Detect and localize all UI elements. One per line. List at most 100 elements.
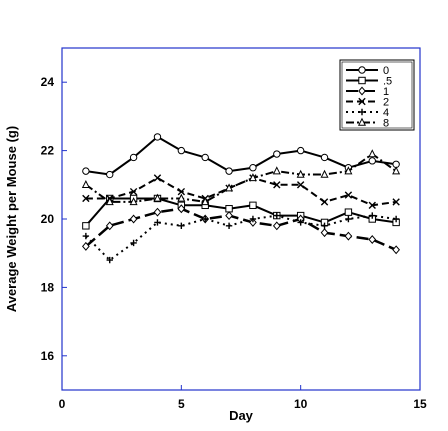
legend-label: 2	[383, 97, 389, 109]
data-point	[369, 212, 376, 219]
legend-label: 8	[383, 118, 389, 130]
data-point	[272, 166, 281, 175]
data-point	[177, 193, 186, 202]
data-point	[273, 150, 281, 158]
data-point	[177, 146, 186, 155]
legend-marker	[358, 97, 366, 106]
data-point	[368, 235, 377, 244]
data-point	[296, 169, 305, 178]
data-point	[273, 181, 281, 189]
series-layer	[81, 133, 401, 264]
x-tick-label: 5	[178, 397, 185, 411]
data-point	[178, 222, 185, 230]
data-point	[320, 198, 329, 206]
legend-entry: 4	[346, 107, 389, 119]
legend-label: 4	[383, 107, 389, 119]
data-point	[177, 187, 186, 196]
legend-marker	[358, 108, 366, 116]
data-point	[201, 153, 209, 162]
data-point	[344, 166, 353, 175]
series-0	[82, 133, 400, 179]
series-line	[85, 214, 397, 261]
legend-label: 1	[383, 86, 389, 98]
series-line	[85, 135, 397, 176]
data-point	[82, 167, 90, 175]
x-axis-label: Day	[229, 408, 254, 423]
data-point	[345, 215, 352, 223]
data-point	[105, 197, 114, 206]
legend-entry: 0	[346, 65, 389, 77]
data-point	[225, 222, 233, 230]
legend-entry: 1	[346, 86, 389, 98]
data-point	[225, 211, 233, 221]
series-8	[81, 149, 401, 206]
data-point	[129, 187, 138, 196]
legend-marker	[358, 76, 366, 85]
y-axis-label: Average Weight per Mouse (g)	[4, 126, 19, 312]
data-point	[368, 149, 377, 158]
series-2	[82, 174, 400, 210]
data-point	[392, 166, 401, 175]
data-point	[368, 157, 376, 165]
y-tick-label: 16	[41, 349, 55, 363]
data-point	[105, 221, 114, 231]
data-point	[153, 174, 162, 182]
series-line	[85, 197, 397, 227]
series-line	[85, 153, 397, 203]
data-point	[106, 170, 114, 179]
x-tick-label: 10	[294, 397, 308, 411]
legend-label: .5	[383, 76, 392, 88]
data-point	[249, 215, 257, 223]
legend-label: 0	[383, 65, 389, 77]
legend-entry: 8	[346, 118, 389, 130]
data-point	[130, 239, 137, 247]
legend-inner-border	[341, 61, 413, 129]
data-point	[249, 164, 257, 172]
data-point	[225, 205, 233, 213]
y-tick-label: 18	[41, 280, 55, 294]
data-point	[344, 208, 353, 216]
series-p5	[82, 194, 400, 230]
data-point	[320, 153, 329, 162]
data-point	[392, 245, 400, 255]
data-point	[154, 219, 161, 226]
legend-marker	[358, 66, 366, 74]
legend-entry: 2	[346, 97, 389, 109]
x-tick-label: 15	[413, 397, 427, 411]
data-point	[82, 241, 90, 251]
data-point	[225, 183, 234, 192]
data-point	[106, 256, 113, 264]
data-point	[249, 217, 257, 227]
y-tick-label: 22	[41, 144, 55, 158]
legend-box	[339, 59, 415, 131]
data-point	[82, 232, 90, 240]
data-point	[249, 201, 257, 210]
data-point	[202, 215, 209, 223]
series-line	[85, 207, 397, 251]
data-point	[344, 231, 353, 241]
data-point	[296, 146, 305, 155]
data-point	[153, 207, 162, 217]
data-point	[321, 222, 328, 230]
legend-marker	[357, 117, 367, 126]
data-point	[129, 197, 138, 206]
data-point	[320, 228, 329, 238]
data-point	[81, 179, 90, 188]
legend-marker	[358, 86, 366, 96]
data-point	[368, 201, 376, 210]
data-point	[296, 181, 305, 189]
data-point	[82, 194, 90, 203]
data-point	[201, 197, 210, 206]
data-point	[272, 221, 281, 231]
data-point	[153, 193, 162, 202]
data-point	[392, 198, 400, 206]
legend-entry: .5	[346, 76, 392, 88]
data-point	[344, 191, 353, 199]
data-point	[248, 173, 257, 182]
y-tick-label: 20	[41, 212, 55, 226]
data-point	[392, 215, 400, 223]
series-4	[82, 212, 400, 264]
